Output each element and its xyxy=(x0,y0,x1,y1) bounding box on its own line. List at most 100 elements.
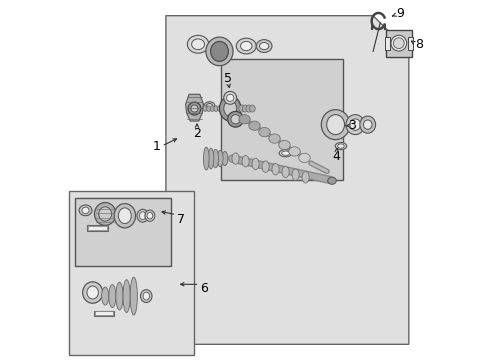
Ellipse shape xyxy=(212,149,218,168)
Polygon shape xyxy=(185,94,203,121)
Text: 9: 9 xyxy=(395,8,404,21)
Circle shape xyxy=(393,38,404,49)
Ellipse shape xyxy=(130,277,137,315)
Ellipse shape xyxy=(82,207,89,213)
Ellipse shape xyxy=(99,207,111,221)
Ellipse shape xyxy=(116,282,123,310)
Bar xyxy=(75,198,171,266)
Text: 2: 2 xyxy=(193,127,201,140)
Ellipse shape xyxy=(302,172,308,183)
Ellipse shape xyxy=(217,106,221,111)
Ellipse shape xyxy=(281,151,289,156)
Ellipse shape xyxy=(94,203,116,225)
Ellipse shape xyxy=(143,292,149,300)
Bar xyxy=(95,311,113,315)
Text: 6: 6 xyxy=(200,283,207,296)
Circle shape xyxy=(188,102,201,115)
Polygon shape xyxy=(165,16,408,344)
Text: 5: 5 xyxy=(224,72,232,85)
Ellipse shape xyxy=(337,144,344,148)
Ellipse shape xyxy=(326,114,344,135)
Ellipse shape xyxy=(248,121,260,130)
Ellipse shape xyxy=(238,114,250,124)
Bar xyxy=(385,37,389,50)
Circle shape xyxy=(390,35,406,51)
Ellipse shape xyxy=(224,101,236,116)
Ellipse shape xyxy=(271,163,279,175)
Ellipse shape xyxy=(238,105,244,112)
Ellipse shape xyxy=(291,169,299,180)
Ellipse shape xyxy=(278,140,290,150)
Ellipse shape xyxy=(144,210,155,221)
Circle shape xyxy=(224,91,236,104)
Bar xyxy=(94,311,114,316)
Text: 3: 3 xyxy=(347,119,355,132)
Ellipse shape xyxy=(321,110,349,140)
Ellipse shape xyxy=(242,105,247,112)
Ellipse shape xyxy=(203,102,214,110)
Ellipse shape xyxy=(82,282,102,303)
Ellipse shape xyxy=(187,35,208,53)
Ellipse shape xyxy=(123,280,130,312)
Ellipse shape xyxy=(79,205,92,216)
Ellipse shape xyxy=(231,153,239,164)
Bar xyxy=(221,59,342,180)
Ellipse shape xyxy=(203,147,209,170)
Ellipse shape xyxy=(147,212,152,219)
Ellipse shape xyxy=(221,106,225,111)
Ellipse shape xyxy=(108,285,116,307)
Ellipse shape xyxy=(345,114,364,135)
Ellipse shape xyxy=(240,41,251,51)
Ellipse shape xyxy=(217,150,223,167)
Text: 7: 7 xyxy=(176,213,184,226)
Ellipse shape xyxy=(210,106,214,111)
Bar xyxy=(407,37,412,50)
Circle shape xyxy=(227,111,243,127)
Ellipse shape xyxy=(206,104,212,108)
Bar xyxy=(385,30,411,57)
Ellipse shape xyxy=(288,147,300,156)
Ellipse shape xyxy=(298,153,309,162)
Bar xyxy=(69,191,194,355)
Ellipse shape xyxy=(222,152,227,166)
Ellipse shape xyxy=(259,42,268,50)
Ellipse shape xyxy=(282,166,288,178)
Ellipse shape xyxy=(114,203,135,228)
Circle shape xyxy=(230,114,240,124)
Text: 1: 1 xyxy=(152,140,160,153)
Text: 8: 8 xyxy=(414,38,423,51)
Ellipse shape xyxy=(205,37,233,66)
Ellipse shape xyxy=(262,161,268,172)
Ellipse shape xyxy=(203,106,207,111)
Bar xyxy=(87,225,108,231)
Ellipse shape xyxy=(251,158,259,170)
Text: 4: 4 xyxy=(332,150,340,163)
Ellipse shape xyxy=(363,120,371,129)
Ellipse shape xyxy=(242,156,248,167)
Ellipse shape xyxy=(137,209,148,222)
Circle shape xyxy=(226,94,233,102)
Ellipse shape xyxy=(245,105,251,112)
Ellipse shape xyxy=(213,106,218,111)
Ellipse shape xyxy=(249,105,255,112)
Ellipse shape xyxy=(236,38,256,54)
Ellipse shape xyxy=(256,40,271,53)
Ellipse shape xyxy=(191,39,204,50)
Ellipse shape xyxy=(219,96,241,121)
Ellipse shape xyxy=(140,290,152,302)
Ellipse shape xyxy=(327,177,336,184)
Ellipse shape xyxy=(102,287,108,305)
Bar xyxy=(88,226,107,230)
Ellipse shape xyxy=(359,116,375,133)
Ellipse shape xyxy=(279,150,291,157)
Ellipse shape xyxy=(139,212,145,220)
Ellipse shape xyxy=(87,286,98,299)
Ellipse shape xyxy=(349,119,360,130)
Ellipse shape xyxy=(258,127,270,137)
Ellipse shape xyxy=(210,41,228,62)
Ellipse shape xyxy=(206,106,210,111)
Ellipse shape xyxy=(268,134,280,143)
Ellipse shape xyxy=(207,148,213,169)
Ellipse shape xyxy=(335,143,346,150)
Ellipse shape xyxy=(118,208,131,224)
